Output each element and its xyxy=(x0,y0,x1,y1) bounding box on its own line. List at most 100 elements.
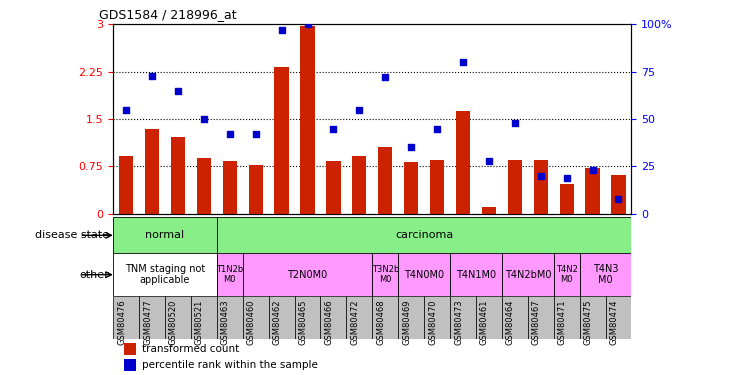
Bar xyxy=(243,296,269,339)
Text: T4N2bM0: T4N2bM0 xyxy=(504,270,551,280)
Point xyxy=(250,131,261,137)
Bar xyxy=(145,129,159,214)
Text: GSM80521: GSM80521 xyxy=(195,300,204,345)
Point xyxy=(172,88,184,94)
Bar xyxy=(399,253,450,296)
Text: GSM80476: GSM80476 xyxy=(117,300,126,345)
Bar xyxy=(217,217,631,253)
Bar xyxy=(139,296,165,339)
Bar xyxy=(580,253,631,296)
Text: T1N2b
M0: T1N2b M0 xyxy=(216,266,243,284)
Bar xyxy=(554,253,580,296)
Point xyxy=(612,196,624,202)
Text: transformed count: transformed count xyxy=(142,344,239,354)
Bar xyxy=(171,137,185,214)
Bar xyxy=(352,156,366,214)
Point xyxy=(224,131,236,137)
Bar xyxy=(165,296,191,339)
Text: TNM staging not
applicable: TNM staging not applicable xyxy=(125,264,205,285)
Text: GSM80461: GSM80461 xyxy=(480,300,489,345)
Bar xyxy=(430,160,445,214)
Point xyxy=(276,27,288,33)
Text: GSM80520: GSM80520 xyxy=(169,300,178,345)
Bar xyxy=(113,217,217,253)
Point xyxy=(587,167,599,173)
Bar xyxy=(611,175,626,214)
Bar xyxy=(113,296,139,339)
Bar xyxy=(123,343,137,355)
Text: GSM80475: GSM80475 xyxy=(583,300,593,345)
Text: GSM80464: GSM80464 xyxy=(506,300,515,345)
Bar xyxy=(378,147,393,214)
Bar xyxy=(450,253,502,296)
Text: T3N2b
M0: T3N2b M0 xyxy=(372,266,399,284)
Bar xyxy=(217,253,242,296)
Text: T4N1M0: T4N1M0 xyxy=(456,270,496,280)
Bar xyxy=(554,296,580,339)
Text: percentile rank within the sample: percentile rank within the sample xyxy=(142,360,318,370)
Bar xyxy=(399,296,424,339)
Bar xyxy=(274,67,289,214)
Bar xyxy=(372,296,399,339)
Point xyxy=(483,158,495,164)
Bar xyxy=(534,160,548,214)
Point xyxy=(561,175,572,181)
Text: GSM80466: GSM80466 xyxy=(324,300,334,345)
Bar xyxy=(300,26,315,214)
Text: T4N3
M0: T4N3 M0 xyxy=(593,264,618,285)
Bar xyxy=(502,253,554,296)
Bar xyxy=(559,184,574,214)
Bar xyxy=(223,161,237,214)
Point xyxy=(431,126,443,132)
Text: T4N0M0: T4N0M0 xyxy=(404,270,444,280)
Text: GSM80462: GSM80462 xyxy=(272,300,282,345)
Bar xyxy=(456,111,470,214)
Bar xyxy=(243,253,372,296)
Point xyxy=(405,144,417,150)
Bar xyxy=(580,296,606,339)
Bar xyxy=(372,253,399,296)
Text: GSM80467: GSM80467 xyxy=(531,300,541,345)
Bar xyxy=(326,161,341,214)
Text: GSM80463: GSM80463 xyxy=(220,300,230,345)
Bar xyxy=(113,253,217,296)
Bar xyxy=(606,296,631,339)
Bar xyxy=(295,296,320,339)
Text: other: other xyxy=(80,270,109,280)
Text: GSM80472: GSM80472 xyxy=(350,300,359,345)
Bar xyxy=(528,296,554,339)
Bar xyxy=(585,168,600,214)
Text: T4N2
M0: T4N2 M0 xyxy=(556,266,577,284)
Bar xyxy=(269,296,295,339)
Bar xyxy=(502,296,528,339)
Text: GSM80465: GSM80465 xyxy=(299,300,307,345)
Text: GSM80468: GSM80468 xyxy=(376,300,385,345)
Text: GSM80474: GSM80474 xyxy=(610,300,618,345)
Bar xyxy=(507,160,522,214)
Bar xyxy=(424,296,450,339)
Bar xyxy=(450,296,476,339)
Bar xyxy=(404,162,418,214)
Text: GDS1584 / 218996_at: GDS1584 / 218996_at xyxy=(99,8,237,21)
Text: disease state: disease state xyxy=(35,230,110,240)
Bar xyxy=(248,165,263,214)
Text: carcinoma: carcinoma xyxy=(395,230,453,240)
Text: GSM80469: GSM80469 xyxy=(402,300,411,345)
Text: GSM80477: GSM80477 xyxy=(143,300,152,345)
Text: T2N0M0: T2N0M0 xyxy=(288,270,328,280)
Text: normal: normal xyxy=(145,230,185,240)
Point xyxy=(328,126,339,132)
Point xyxy=(509,120,520,126)
Bar xyxy=(482,207,496,214)
Point xyxy=(198,116,210,122)
Bar xyxy=(320,296,347,339)
Bar xyxy=(191,296,217,339)
Point xyxy=(120,106,132,112)
Point xyxy=(146,72,158,78)
Bar xyxy=(123,359,137,371)
Bar xyxy=(196,158,211,214)
Text: GSM80473: GSM80473 xyxy=(454,300,463,345)
Text: GSM80460: GSM80460 xyxy=(247,300,255,345)
Bar xyxy=(347,296,372,339)
Point xyxy=(353,106,365,112)
